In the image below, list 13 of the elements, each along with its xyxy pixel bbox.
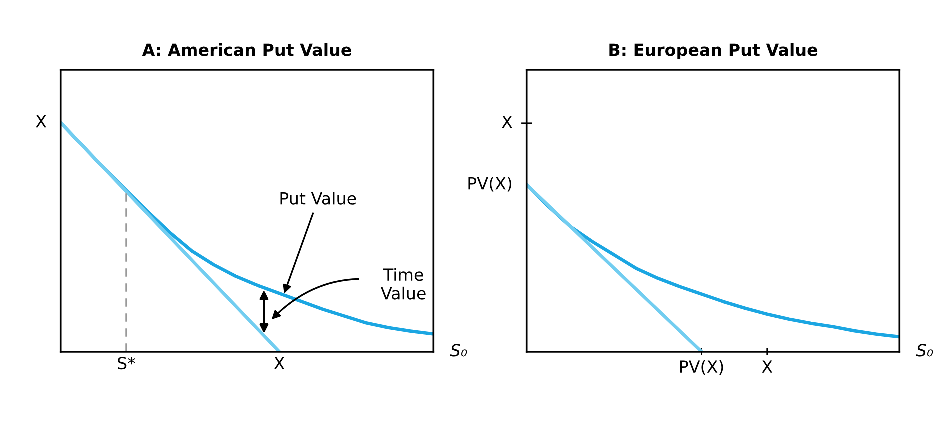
text: X [36,115,46,128]
text: X [502,116,512,128]
x-tick-label: X [762,360,773,373]
x-tick-label: PV(X) [680,360,724,376]
chart-title: A: American Put Value [142,43,352,56]
text: PV(X) [468,176,512,192]
x-axis-title: S₀ [916,344,934,357]
x-tick-label: X [274,357,285,370]
annotation: Time Value [381,268,426,300]
chart-title: B: European Put Value [610,43,818,60]
annotation: Put Value [280,192,356,205]
x-tick-label: S* [118,357,136,370]
x-axis-title: S₀ [450,344,468,357]
